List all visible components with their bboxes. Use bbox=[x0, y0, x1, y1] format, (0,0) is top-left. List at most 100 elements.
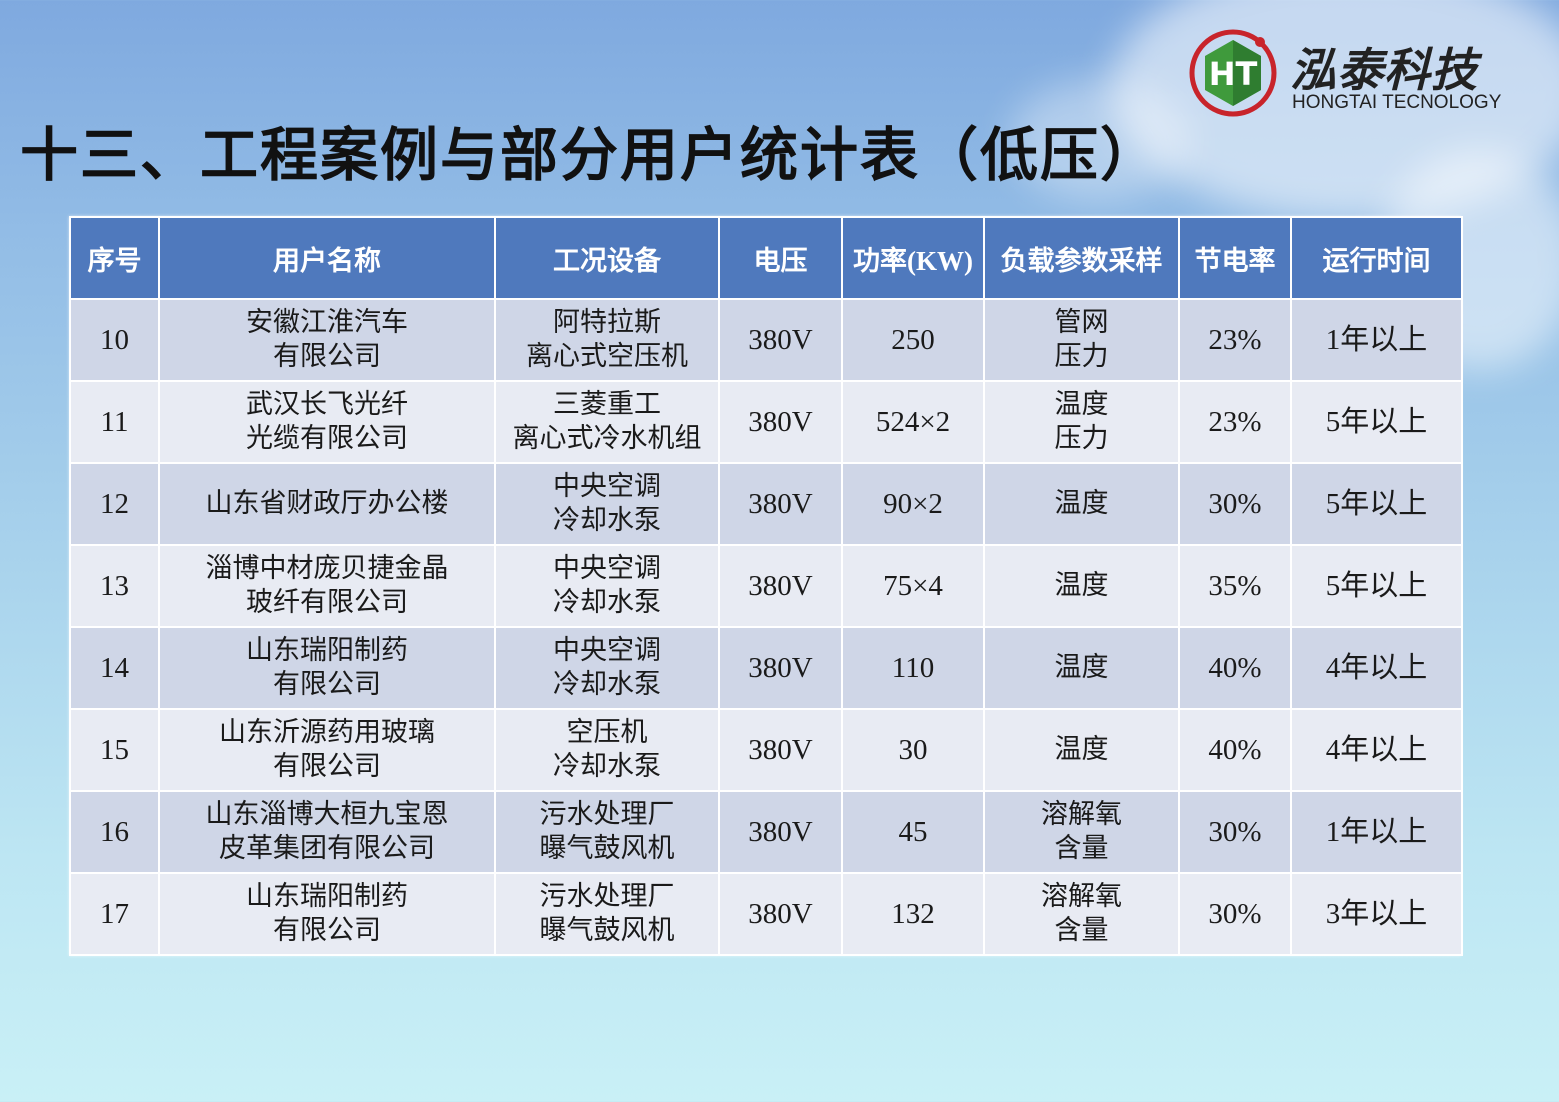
cell-sampling-line: 温度 bbox=[1054, 488, 1109, 519]
cell-equipment: 三菱重工 离心式冷水机组 bbox=[494, 380, 720, 464]
cell-sampling: 温度 bbox=[983, 626, 1180, 710]
cell-saving: 30% bbox=[1178, 790, 1292, 874]
table-row: 15 山东沂源药用玻璃 有限公司 空压机 冷却水泵 380V 30 温度 40% 4年以上 bbox=[69, 708, 1463, 792]
cloud-decoration bbox=[1010, 80, 1190, 200]
cell-equipment: 中央空调 冷却水泵 bbox=[494, 462, 720, 546]
header-power-unit: (KW) bbox=[907, 245, 973, 276]
table-row: 13 淄博中材庞贝捷金晶 玻纤有限公司 中央空调 冷却水泵 380V 75×4 温度 35% 5年… bbox=[69, 544, 1463, 628]
cell-sampling-line: 温度 bbox=[1054, 734, 1109, 765]
header-power-label: 功率 bbox=[853, 245, 907, 277]
cell-user-line: 山东瑞阳制药 bbox=[246, 881, 408, 912]
cell-voltage: 380V bbox=[718, 790, 843, 874]
cell-saving: 30% bbox=[1178, 872, 1292, 956]
cell-runtime: 1年以上 bbox=[1290, 790, 1463, 874]
cell-user: 淄博中材庞贝捷金晶 玻纤有限公司 bbox=[158, 544, 496, 628]
cell-power: 90×2 bbox=[841, 462, 985, 546]
logo-name-en: HONGTAI TECNOLOGY bbox=[1292, 92, 1502, 113]
logo-mark-text: HT bbox=[1209, 55, 1258, 93]
cell-equipment-line: 曝气鼓风机 bbox=[539, 915, 675, 946]
cell-runtime: 1年以上 bbox=[1290, 298, 1463, 382]
cell-seq: 13 bbox=[69, 544, 160, 628]
table-row: 11 武汉长飞光纤 光缆有限公司 三菱重工 离心式冷水机组 380V 524×2 温度 压力 23… bbox=[69, 380, 1463, 464]
cell-user-line: 武汉长飞光纤 bbox=[246, 389, 408, 420]
table-row: 12 山东省财政厅办公楼 中央空调 冷却水泵 380V 90×2 温度 30% 5年以上 bbox=[69, 462, 1463, 546]
cell-equipment-line: 离心式冷水机组 bbox=[512, 423, 702, 454]
cell-user-line: 有限公司 bbox=[273, 915, 381, 946]
cell-sampling-line: 温度 bbox=[1054, 652, 1109, 683]
header-voltage: 电压 bbox=[718, 216, 843, 300]
cell-equipment-line: 中央空调 bbox=[553, 471, 661, 502]
cell-saving: 35% bbox=[1178, 544, 1292, 628]
cell-user: 山东淄博大桓九宝恩 皮革集团有限公司 bbox=[158, 790, 496, 874]
cell-power: 524×2 bbox=[841, 380, 985, 464]
cell-user-line: 山东沂源药用玻璃 bbox=[219, 717, 435, 748]
cell-runtime: 3年以上 bbox=[1290, 872, 1463, 956]
cell-user-line: 光缆有限公司 bbox=[246, 423, 408, 454]
cell-runtime: 5年以上 bbox=[1290, 462, 1463, 546]
cell-sampling: 温度 压力 bbox=[983, 380, 1180, 464]
cell-user-line: 玻纤有限公司 bbox=[246, 587, 408, 618]
cell-voltage: 380V bbox=[718, 626, 843, 710]
cell-user-line: 淄博中材庞贝捷金晶 bbox=[205, 553, 449, 584]
cell-user: 山东瑞阳制药 有限公司 bbox=[158, 626, 496, 710]
cell-sampling-line: 压力 bbox=[1054, 423, 1109, 454]
cell-runtime: 5年以上 bbox=[1290, 544, 1463, 628]
table-row: 17 山东瑞阳制药 有限公司 污水处理厂 曝气鼓风机 380V 132 溶解氧 含量 30% 3年以… bbox=[69, 872, 1463, 956]
cell-power: 250 bbox=[841, 298, 985, 382]
header-runtime: 运行时间 bbox=[1290, 216, 1463, 300]
page-title: 十三、工程案例与部分用户统计表（低压） bbox=[20, 121, 1161, 189]
header-user: 用户名称 bbox=[158, 216, 496, 300]
cell-voltage: 380V bbox=[718, 872, 843, 956]
header-seq: 序号 bbox=[69, 216, 160, 300]
header-power: 功率(KW) bbox=[841, 216, 985, 300]
cell-equipment: 空压机 冷却水泵 bbox=[494, 708, 720, 792]
cell-sampling-line: 压力 bbox=[1054, 341, 1109, 372]
cell-seq: 17 bbox=[69, 872, 160, 956]
cell-sampling: 管网 压力 bbox=[983, 298, 1180, 382]
cell-seq: 12 bbox=[69, 462, 160, 546]
cell-user: 武汉长飞光纤 光缆有限公司 bbox=[158, 380, 496, 464]
cell-sampling: 溶解氧 含量 bbox=[983, 790, 1180, 874]
company-logo: HT 泓泰科技 HONGTAI TECNOLOGY bbox=[1188, 28, 1533, 118]
cell-equipment: 阿特拉斯 离心式空压机 bbox=[494, 298, 720, 382]
cell-power: 75×4 bbox=[841, 544, 985, 628]
header-saving: 节电率 bbox=[1178, 216, 1292, 300]
case-statistics-table: 序号 用户名称 工况设备 电压 功率(KW) 负载参数采样 节电率 运行时间 1… bbox=[69, 216, 1463, 956]
cell-seq: 14 bbox=[69, 626, 160, 710]
cell-saving: 23% bbox=[1178, 298, 1292, 382]
cell-voltage: 380V bbox=[718, 544, 843, 628]
cell-equipment-line: 污水处理厂 bbox=[539, 881, 675, 912]
cell-sampling-line: 溶解氧 bbox=[1041, 799, 1122, 830]
cell-sampling: 温度 bbox=[983, 544, 1180, 628]
cell-voltage: 380V bbox=[718, 380, 843, 464]
cell-equipment: 污水处理厂 曝气鼓风机 bbox=[494, 790, 720, 874]
cell-user-line: 山东淄博大桓九宝恩 bbox=[205, 799, 449, 830]
cell-seq: 16 bbox=[69, 790, 160, 874]
cell-equipment-line: 阿特拉斯 bbox=[553, 307, 661, 338]
cell-runtime: 4年以上 bbox=[1290, 626, 1463, 710]
cell-power: 110 bbox=[841, 626, 985, 710]
cell-sampling: 溶解氧 含量 bbox=[983, 872, 1180, 956]
cell-user-line: 有限公司 bbox=[273, 341, 381, 372]
cell-equipment-line: 冷却水泵 bbox=[553, 587, 661, 618]
cell-user-line: 皮革集团有限公司 bbox=[219, 833, 435, 864]
cell-user-line: 安徽江淮汽车 bbox=[246, 307, 408, 338]
cell-saving: 30% bbox=[1178, 462, 1292, 546]
table-row: 10 安徽江淮汽车 有限公司 阿特拉斯 离心式空压机 380V 250 管网 压力 23% 1年以上 bbox=[69, 298, 1463, 382]
cell-seq: 10 bbox=[69, 298, 160, 382]
cell-user-line: 有限公司 bbox=[273, 669, 381, 700]
cell-equipment: 中央空调 冷却水泵 bbox=[494, 544, 720, 628]
cell-equipment-line: 离心式空压机 bbox=[526, 341, 688, 372]
cell-equipment-line: 三菱重工 bbox=[553, 389, 661, 420]
cell-user-line: 山东瑞阳制药 bbox=[246, 635, 408, 666]
cell-equipment: 污水处理厂 曝气鼓风机 bbox=[494, 872, 720, 956]
cell-seq: 15 bbox=[69, 708, 160, 792]
cell-runtime: 4年以上 bbox=[1290, 708, 1463, 792]
cell-runtime: 5年以上 bbox=[1290, 380, 1463, 464]
ht-logo-icon: HT bbox=[1189, 29, 1277, 117]
table-row: 14 山东瑞阳制药 有限公司 中央空调 冷却水泵 380V 110 温度 40% 4年以上 bbox=[69, 626, 1463, 710]
cell-seq: 11 bbox=[69, 380, 160, 464]
cell-voltage: 380V bbox=[718, 298, 843, 382]
cell-power: 45 bbox=[841, 790, 985, 874]
cell-saving: 23% bbox=[1178, 380, 1292, 464]
